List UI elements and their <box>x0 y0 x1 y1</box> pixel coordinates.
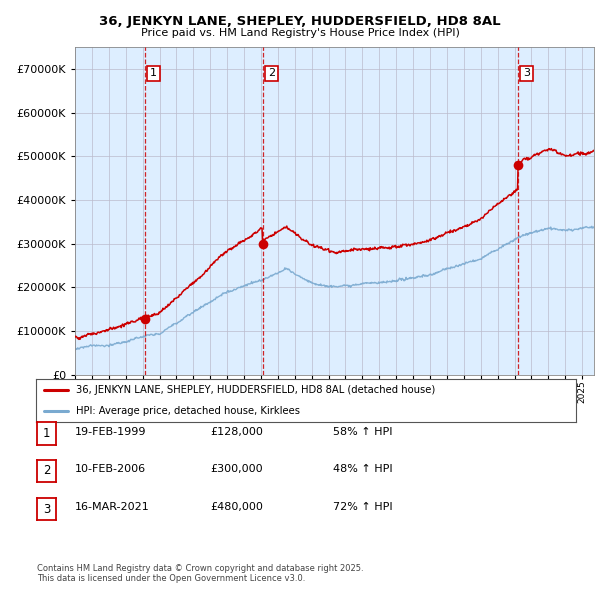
Text: Contains HM Land Registry data © Crown copyright and database right 2025.
This d: Contains HM Land Registry data © Crown c… <box>37 563 364 583</box>
Text: 3: 3 <box>523 68 530 78</box>
Text: £128,000: £128,000 <box>210 427 263 437</box>
Text: 19-FEB-1999: 19-FEB-1999 <box>75 427 146 437</box>
Text: 2: 2 <box>43 464 50 477</box>
Text: Price paid vs. HM Land Registry's House Price Index (HPI): Price paid vs. HM Land Registry's House … <box>140 28 460 38</box>
Text: 72% ↑ HPI: 72% ↑ HPI <box>333 503 392 512</box>
Text: 36, JENKYN LANE, SHEPLEY, HUDDERSFIELD, HD8 8AL: 36, JENKYN LANE, SHEPLEY, HUDDERSFIELD, … <box>99 15 501 28</box>
Text: 58% ↑ HPI: 58% ↑ HPI <box>333 427 392 437</box>
Text: £480,000: £480,000 <box>210 503 263 512</box>
Text: 16-MAR-2021: 16-MAR-2021 <box>75 503 150 512</box>
Text: 2: 2 <box>268 68 275 78</box>
Text: 48% ↑ HPI: 48% ↑ HPI <box>333 464 392 474</box>
Text: 1: 1 <box>150 68 157 78</box>
Text: £300,000: £300,000 <box>210 464 263 474</box>
Text: HPI: Average price, detached house, Kirklees: HPI: Average price, detached house, Kirk… <box>77 407 301 416</box>
Text: 1: 1 <box>43 427 50 440</box>
Text: 3: 3 <box>43 503 50 516</box>
Text: 36, JENKYN LANE, SHEPLEY, HUDDERSFIELD, HD8 8AL (detached house): 36, JENKYN LANE, SHEPLEY, HUDDERSFIELD, … <box>77 385 436 395</box>
Text: 10-FEB-2006: 10-FEB-2006 <box>75 464 146 474</box>
